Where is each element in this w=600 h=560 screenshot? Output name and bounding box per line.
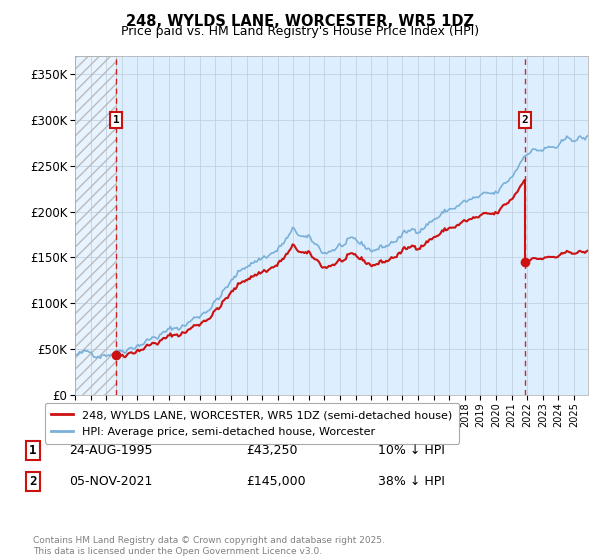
Text: £43,250: £43,250 bbox=[246, 444, 298, 458]
Text: Price paid vs. HM Land Registry's House Price Index (HPI): Price paid vs. HM Land Registry's House … bbox=[121, 25, 479, 38]
Text: 05-NOV-2021: 05-NOV-2021 bbox=[69, 475, 152, 488]
Text: £145,000: £145,000 bbox=[246, 475, 305, 488]
Text: 10% ↓ HPI: 10% ↓ HPI bbox=[378, 444, 445, 458]
Legend: 248, WYLDS LANE, WORCESTER, WR5 1DZ (semi-detached house), HPI: Average price, s: 248, WYLDS LANE, WORCESTER, WR5 1DZ (sem… bbox=[44, 403, 459, 444]
Text: 1: 1 bbox=[113, 115, 119, 125]
Bar bbox=[75, 56, 116, 395]
Text: 2: 2 bbox=[521, 115, 528, 125]
Text: 1: 1 bbox=[29, 444, 37, 458]
Text: Contains HM Land Registry data © Crown copyright and database right 2025.
This d: Contains HM Land Registry data © Crown c… bbox=[33, 536, 385, 556]
Text: 2: 2 bbox=[29, 475, 37, 488]
Bar bbox=[75, 56, 116, 395]
Text: 38% ↓ HPI: 38% ↓ HPI bbox=[378, 475, 445, 488]
Text: 248, WYLDS LANE, WORCESTER, WR5 1DZ: 248, WYLDS LANE, WORCESTER, WR5 1DZ bbox=[126, 14, 474, 29]
Text: 24-AUG-1995: 24-AUG-1995 bbox=[69, 444, 152, 458]
